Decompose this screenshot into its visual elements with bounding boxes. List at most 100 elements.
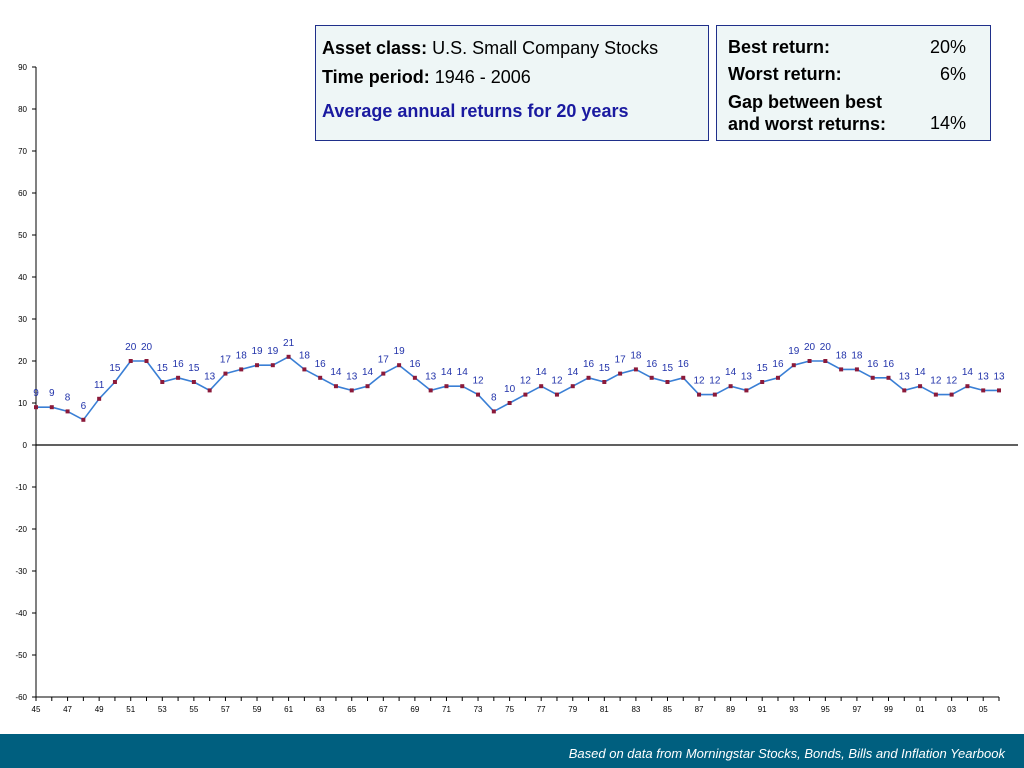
- data-point: [602, 380, 607, 384]
- asset-class-row: Asset class: U.S. Small Company Stocks: [322, 38, 708, 59]
- data-label: 10: [504, 384, 516, 395]
- data-label: 15: [662, 363, 674, 374]
- data-label: 12: [551, 376, 563, 387]
- data-point: [223, 371, 228, 376]
- data-label: 8: [491, 392, 497, 403]
- x-tick-label: 71: [442, 705, 451, 714]
- data-point: [318, 375, 323, 380]
- data-point: [886, 375, 891, 380]
- data-point: [870, 375, 875, 380]
- x-tick-label: 75: [505, 705, 514, 714]
- x-tick-label: 73: [474, 705, 483, 714]
- data-point: [697, 392, 702, 397]
- data-label: 14: [567, 367, 579, 378]
- data-point: [476, 392, 481, 397]
- x-tick-label: 95: [821, 705, 830, 714]
- data-label: 15: [157, 363, 169, 374]
- data-point: [270, 363, 275, 368]
- data-point: [791, 363, 796, 368]
- time-period-label: Time period:: [322, 67, 430, 87]
- data-point: [349, 388, 354, 393]
- y-tick-label: 0: [23, 441, 28, 450]
- data-point: [523, 392, 528, 397]
- data-label: 17: [615, 355, 627, 366]
- x-tick-label: 67: [379, 705, 388, 714]
- data-label: 17: [378, 355, 390, 366]
- data-point: [760, 380, 765, 384]
- x-tick-label: 49: [95, 705, 104, 714]
- series-line: [36, 356, 999, 421]
- data-label: 19: [251, 346, 263, 357]
- x-tick-label: 59: [253, 705, 262, 714]
- worst-return-row: Worst return: 6%: [728, 64, 990, 91]
- data-label: 21: [283, 338, 295, 349]
- data-label: 18: [299, 350, 311, 361]
- y-tick-label: 80: [18, 105, 27, 114]
- y-tick-label: 90: [18, 63, 27, 72]
- y-tick-label: -50: [15, 651, 27, 660]
- time-period-value: 1946 - 2006: [434, 67, 531, 87]
- best-return-row: Best return: 20%: [728, 37, 990, 64]
- data-point: [681, 375, 686, 380]
- data-label: 11: [94, 380, 105, 391]
- x-tick-label: 83: [631, 705, 640, 714]
- data-point: [491, 409, 496, 414]
- data-point: [412, 375, 417, 380]
- data-label: 19: [267, 346, 279, 357]
- data-point: [854, 367, 859, 372]
- x-tick-label: 77: [537, 705, 546, 714]
- data-point: [902, 388, 907, 393]
- data-point: [823, 359, 828, 363]
- data-label: 14: [457, 367, 469, 378]
- data-point: [397, 363, 402, 368]
- y-tick-label: -20: [15, 525, 27, 534]
- data-label: 12: [930, 376, 942, 387]
- data-label: 16: [315, 359, 327, 370]
- data-label: 14: [362, 367, 374, 378]
- asset-class-label: Asset class:: [322, 38, 428, 58]
- data-point: [428, 388, 433, 393]
- y-axis: 90 80 70 60 50 40 30 20 10 0 -10 -20 -30 -40 -50 -60: [15, 63, 37, 702]
- data-point: [712, 392, 717, 397]
- data-point: [507, 401, 512, 405]
- data-point: [160, 380, 165, 384]
- y-tick-label: 10: [18, 399, 27, 408]
- data-label: 18: [236, 350, 248, 361]
- gap-label: Gap between best and worst returns:: [728, 91, 886, 135]
- data-point: [239, 367, 244, 372]
- y-tick-label: -40: [15, 609, 27, 618]
- x-tick-label: 69: [410, 705, 419, 714]
- data-label: 13: [993, 371, 1005, 382]
- data-point: [381, 371, 386, 376]
- data-label: 14: [330, 367, 342, 378]
- data-label: 16: [646, 359, 658, 370]
- y-tick-label: -60: [15, 693, 27, 702]
- data-label: 16: [867, 359, 879, 370]
- data-label: 15: [188, 363, 200, 374]
- data-label: 13: [741, 371, 753, 382]
- x-tick-label: 87: [695, 705, 704, 714]
- data-point: [933, 392, 938, 397]
- data-label: 13: [346, 371, 358, 382]
- x-tick-label: 79: [568, 705, 577, 714]
- data-point: [633, 367, 638, 372]
- x-tick-label: 53: [158, 705, 167, 714]
- data-point: [807, 359, 812, 363]
- data-point: [112, 380, 117, 384]
- data-label: 18: [836, 350, 848, 361]
- data-point: [255, 363, 260, 368]
- y-tick-label: 20: [18, 357, 27, 366]
- data-label: 13: [899, 371, 911, 382]
- x-tick-label: 85: [663, 705, 672, 714]
- data-label: 14: [536, 367, 548, 378]
- data-point: [586, 375, 591, 380]
- data-point: [965, 384, 970, 389]
- return-stats-box: Best return: 20% Worst return: 6% Gap be…: [716, 25, 991, 141]
- data-label: 16: [883, 359, 895, 370]
- data-point: [81, 417, 86, 422]
- footer-bar: Based on data from Morningstar Stocks, B…: [0, 734, 1024, 768]
- data-point: [460, 384, 465, 389]
- x-tick-label: 01: [916, 705, 925, 714]
- data-point: [207, 388, 212, 393]
